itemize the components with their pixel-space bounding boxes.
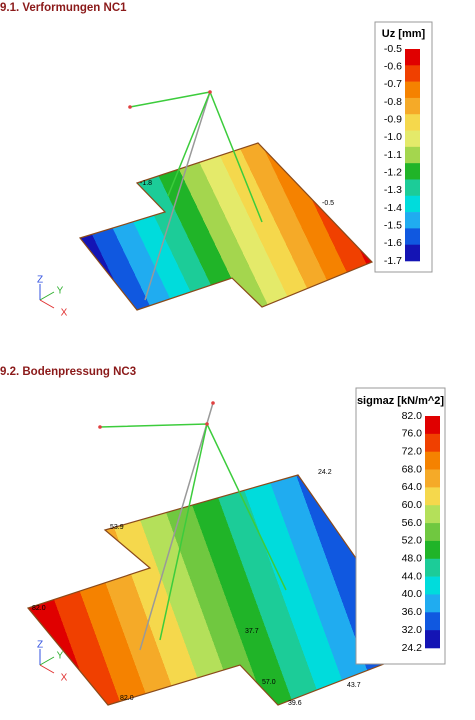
legend-label: 36.0	[402, 606, 423, 618]
legend-swatch	[425, 558, 440, 577]
axis	[39, 664, 55, 674]
legend-swatch	[405, 130, 420, 148]
value-label: 57.0	[262, 679, 276, 686]
legend-label: -1.7	[384, 255, 402, 267]
legend-label: 44.0	[402, 570, 423, 582]
legend-label: -0.5	[384, 43, 402, 55]
legend-label: -1.6	[384, 237, 402, 249]
legend-swatch	[425, 487, 440, 506]
legend-label: 56.0	[402, 517, 423, 529]
legend-label: 82.0	[402, 410, 423, 422]
legend-label: 52.0	[402, 535, 423, 547]
legend-label: 48.0	[402, 553, 423, 565]
legend-label: -1.5	[384, 219, 402, 231]
legend-swatch	[425, 433, 440, 452]
legend-label: -1.0	[384, 131, 402, 143]
column-line	[144, 91, 211, 301]
legend-swatch	[425, 576, 440, 595]
legend-swatch	[405, 114, 420, 131]
support-line	[167, 91, 211, 197]
legend-swatch	[425, 612, 440, 631]
legend-swatch	[405, 65, 420, 82]
node	[98, 425, 102, 429]
node	[208, 90, 212, 94]
legend-swatch	[425, 469, 440, 488]
axis	[39, 299, 55, 309]
slab-contour	[78, 142, 374, 311]
value-label: -0.5	[322, 200, 334, 207]
axis-label: X	[61, 673, 68, 684]
legend-swatch	[405, 228, 420, 245]
legend-swatch	[405, 195, 420, 213]
legend-label: -0.9	[384, 113, 402, 125]
value-label: 39.6	[288, 700, 302, 707]
legend-label: 60.0	[402, 499, 423, 511]
axis-label: Y	[57, 651, 64, 662]
value-label: 43.7	[347, 682, 361, 689]
legend-swatch	[425, 451, 440, 470]
legend-swatch	[405, 179, 420, 197]
axis-label: Y	[57, 286, 64, 297]
axis	[39, 656, 55, 666]
legend-swatch	[405, 81, 420, 99]
legend-swatch	[425, 540, 440, 560]
legend-label: -0.8	[384, 96, 402, 108]
legend-label: 32.0	[402, 624, 423, 636]
section-title: 9.1. Verformungen NC1	[0, 2, 127, 14]
legend-label: 64.0	[402, 481, 423, 493]
slab-contour	[26, 474, 421, 706]
value-label: 37.7	[245, 628, 259, 635]
axis	[39, 291, 55, 301]
legend-title: sigmaz [kN/m^2]	[357, 395, 444, 407]
section-title: 9.2. Bodenpressung NC3	[0, 366, 136, 378]
axis-label: Z	[37, 640, 43, 651]
legend-label: 24.2	[402, 642, 423, 654]
axis-label: Z	[37, 275, 43, 286]
legend-label: 68.0	[402, 463, 423, 475]
legend-swatch	[405, 146, 420, 164]
legend-label: 76.0	[402, 428, 423, 440]
legend-box	[374, 21, 433, 273]
node	[205, 422, 209, 426]
axis-label: X	[61, 308, 68, 319]
support-line	[159, 423, 208, 641]
legend-label: 40.0	[402, 588, 423, 600]
node	[128, 105, 132, 109]
legend-swatch	[425, 416, 440, 435]
legend-swatch	[405, 97, 420, 115]
node	[211, 401, 215, 405]
value-label: 53.9	[110, 524, 124, 531]
legend-swatch	[425, 523, 440, 542]
value-label: -1.8	[140, 180, 152, 187]
legend-label: -1.1	[384, 149, 402, 161]
legend-swatch	[405, 212, 420, 229]
legend-label: 72.0	[402, 445, 423, 457]
legend-swatch	[405, 163, 420, 180]
legend-swatch	[425, 594, 440, 613]
legend-label: -1.4	[384, 202, 402, 214]
legend-label: -0.6	[384, 60, 402, 72]
legend-swatch	[405, 49, 420, 66]
legend-label: -0.7	[384, 78, 402, 90]
legend-label: -1.3	[384, 184, 402, 196]
value-label: 82.0	[32, 605, 46, 612]
column-line	[139, 402, 214, 651]
legend-swatch	[425, 630, 440, 649]
value-label: 82.0	[120, 695, 134, 702]
legend-title: Uz [mm]	[382, 28, 426, 40]
legend-label: -1.2	[384, 166, 402, 178]
value-label: 24.2	[318, 469, 332, 476]
legend-swatch	[425, 505, 440, 524]
legend-swatch	[405, 244, 420, 262]
